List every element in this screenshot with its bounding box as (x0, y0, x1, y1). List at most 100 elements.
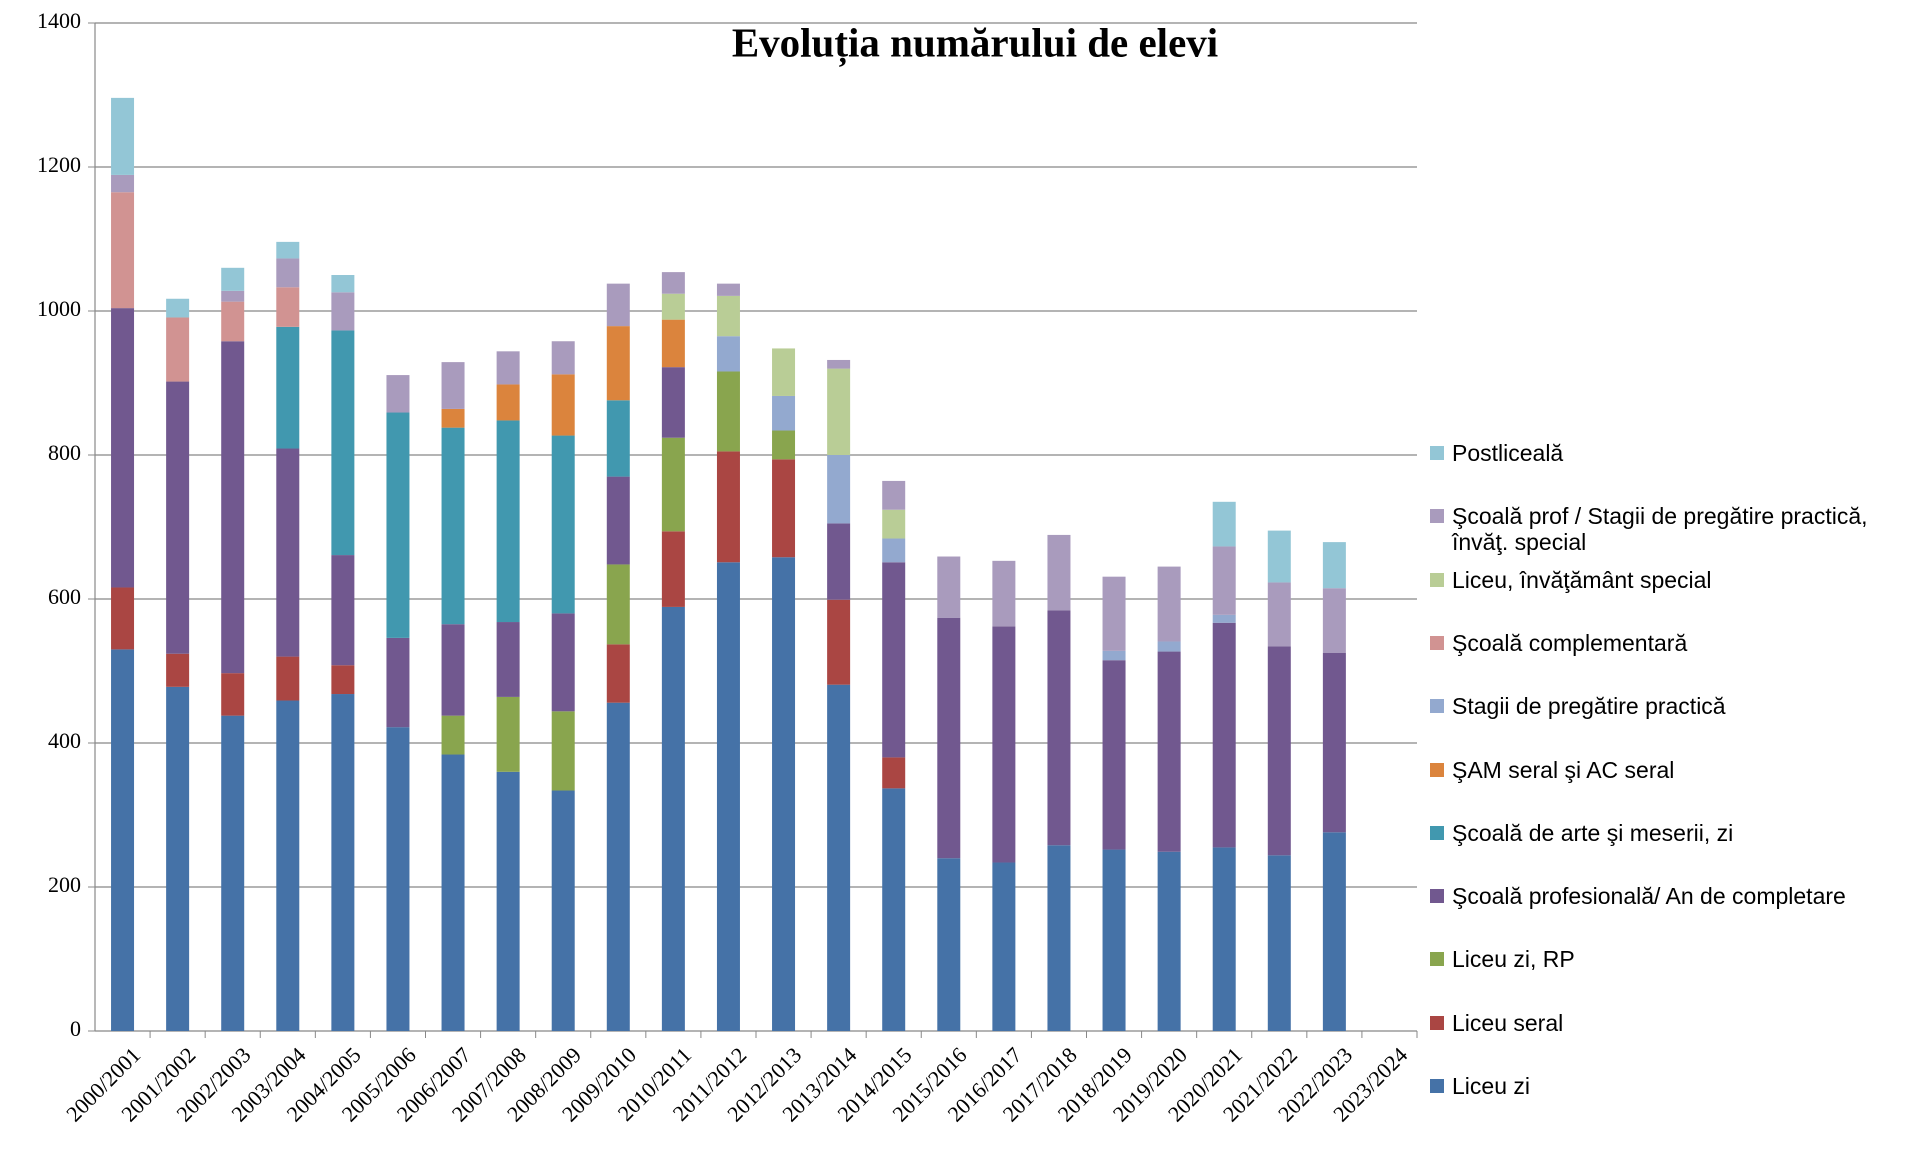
bar-segment (496, 351, 520, 385)
legend-item: Stagii de pregătire practică (1430, 693, 1726, 719)
legend-swatch (1430, 509, 1444, 524)
legend-label: Liceu, învăţământ special (1452, 566, 1712, 593)
bar-segment (827, 455, 851, 524)
bar-segment (1157, 641, 1181, 652)
y-tick-label: 1000 (37, 296, 81, 321)
bar-segment (606, 702, 630, 1031)
bar-segment (441, 624, 465, 716)
bar-segment (661, 319, 685, 368)
bar-segment (331, 694, 355, 1031)
bar-segment (551, 711, 575, 791)
bar-segment (1102, 576, 1126, 651)
bar-segment (772, 395, 796, 431)
bar-segment (882, 788, 906, 1031)
bar-segment (716, 562, 740, 1031)
legend-item: Liceu zi, RP (1430, 946, 1575, 972)
bar-segment (1267, 855, 1291, 1031)
y-tick-label: 1200 (37, 152, 81, 177)
bar-segment (551, 613, 575, 712)
bar-segment (166, 381, 190, 654)
legend-label: Liceu seral (1452, 1009, 1564, 1036)
bar-segment (331, 275, 355, 293)
bar-segment (221, 301, 245, 342)
bar-segment (221, 673, 245, 716)
legend-swatch (1430, 699, 1444, 714)
bar-segment (1047, 845, 1071, 1031)
bar-segment (992, 560, 1016, 627)
chart-title: Evoluția numărului de elevi (732, 19, 1218, 66)
y-tick-label: 400 (48, 728, 81, 753)
bar-segment (716, 336, 740, 372)
legend-swatch (1430, 1015, 1444, 1030)
bar-segment (331, 665, 355, 695)
bar-segment (276, 700, 300, 1031)
bar-segment (661, 437, 685, 532)
bar-segment (827, 684, 851, 1031)
bar-segment (441, 754, 465, 1031)
bar-segment (111, 308, 135, 588)
bar-segment (1267, 530, 1291, 583)
legend-label: Liceu zi (1452, 1073, 1530, 1099)
y-tick-label: 1400 (37, 8, 81, 33)
bar-segment (111, 97, 135, 175)
bar-segment (772, 430, 796, 460)
legend-swatch (1430, 1079, 1444, 1093)
bar-segment (331, 330, 355, 556)
y-tick-label: 600 (48, 584, 81, 609)
y-tick-label: 200 (48, 872, 81, 897)
bar-segment (1047, 610, 1071, 846)
legend-item: ŞAM seral şi AC seral (1430, 757, 1674, 783)
bar-segment (1212, 501, 1236, 547)
bar-segment (276, 448, 300, 657)
legend-item: Şcoală profesională/ An de completare (1430, 883, 1846, 909)
bar-segment (661, 293, 685, 320)
bar-segment (1102, 650, 1126, 661)
legend-swatch (1430, 446, 1444, 460)
legend-label: Stagii de pregătire practică (1452, 693, 1726, 720)
legend-item: Şcoală complementară (1430, 630, 1687, 656)
bar-segment (1267, 582, 1291, 647)
bar-segment (221, 341, 245, 674)
legend-item: Şcoală de arte şi meserii, zi (1430, 820, 1733, 846)
legend-item: Postliceală (1430, 440, 1563, 466)
bar-segment (606, 283, 630, 327)
bar-segment (496, 384, 520, 421)
bar-segment (716, 371, 740, 452)
bar-segment (441, 427, 465, 625)
bar-segment (1322, 832, 1346, 1031)
bar-segment (551, 790, 575, 1031)
bar-segment (606, 644, 630, 703)
bar-segment (1047, 534, 1071, 611)
bar-segment (661, 367, 685, 438)
bar-segment (276, 656, 300, 701)
legend-swatch (1430, 572, 1444, 587)
bar-segment (772, 557, 796, 1031)
bar-segment (772, 348, 796, 396)
legend-item: Liceu zi (1430, 1073, 1530, 1099)
bar-segment (882, 538, 906, 563)
bar-segment (166, 686, 190, 1031)
bar-segment (606, 326, 630, 401)
bar-segment (827, 368, 851, 455)
bar-segment (386, 412, 410, 638)
legend-label: Postliceală (1452, 440, 1564, 466)
bar-segment (606, 564, 630, 645)
bar-segment (1322, 653, 1346, 833)
bar-segment (111, 649, 135, 1031)
y-tick-label: 0 (70, 1016, 81, 1041)
legend-label: Şcoală de arte şi meserii, zi (1452, 819, 1734, 846)
bar-segment (1322, 542, 1346, 589)
bar-segment (882, 757, 906, 789)
bar-segment (386, 637, 410, 728)
bar-segment (606, 476, 630, 565)
bar-segment (661, 272, 685, 294)
bar-segment (111, 587, 135, 650)
bar-segment (992, 626, 1016, 863)
bar-segment (606, 400, 630, 477)
bar-segment (937, 858, 961, 1031)
bar-segment (496, 622, 520, 697)
bar-segment (276, 326, 300, 449)
legend-swatch (1430, 635, 1444, 650)
